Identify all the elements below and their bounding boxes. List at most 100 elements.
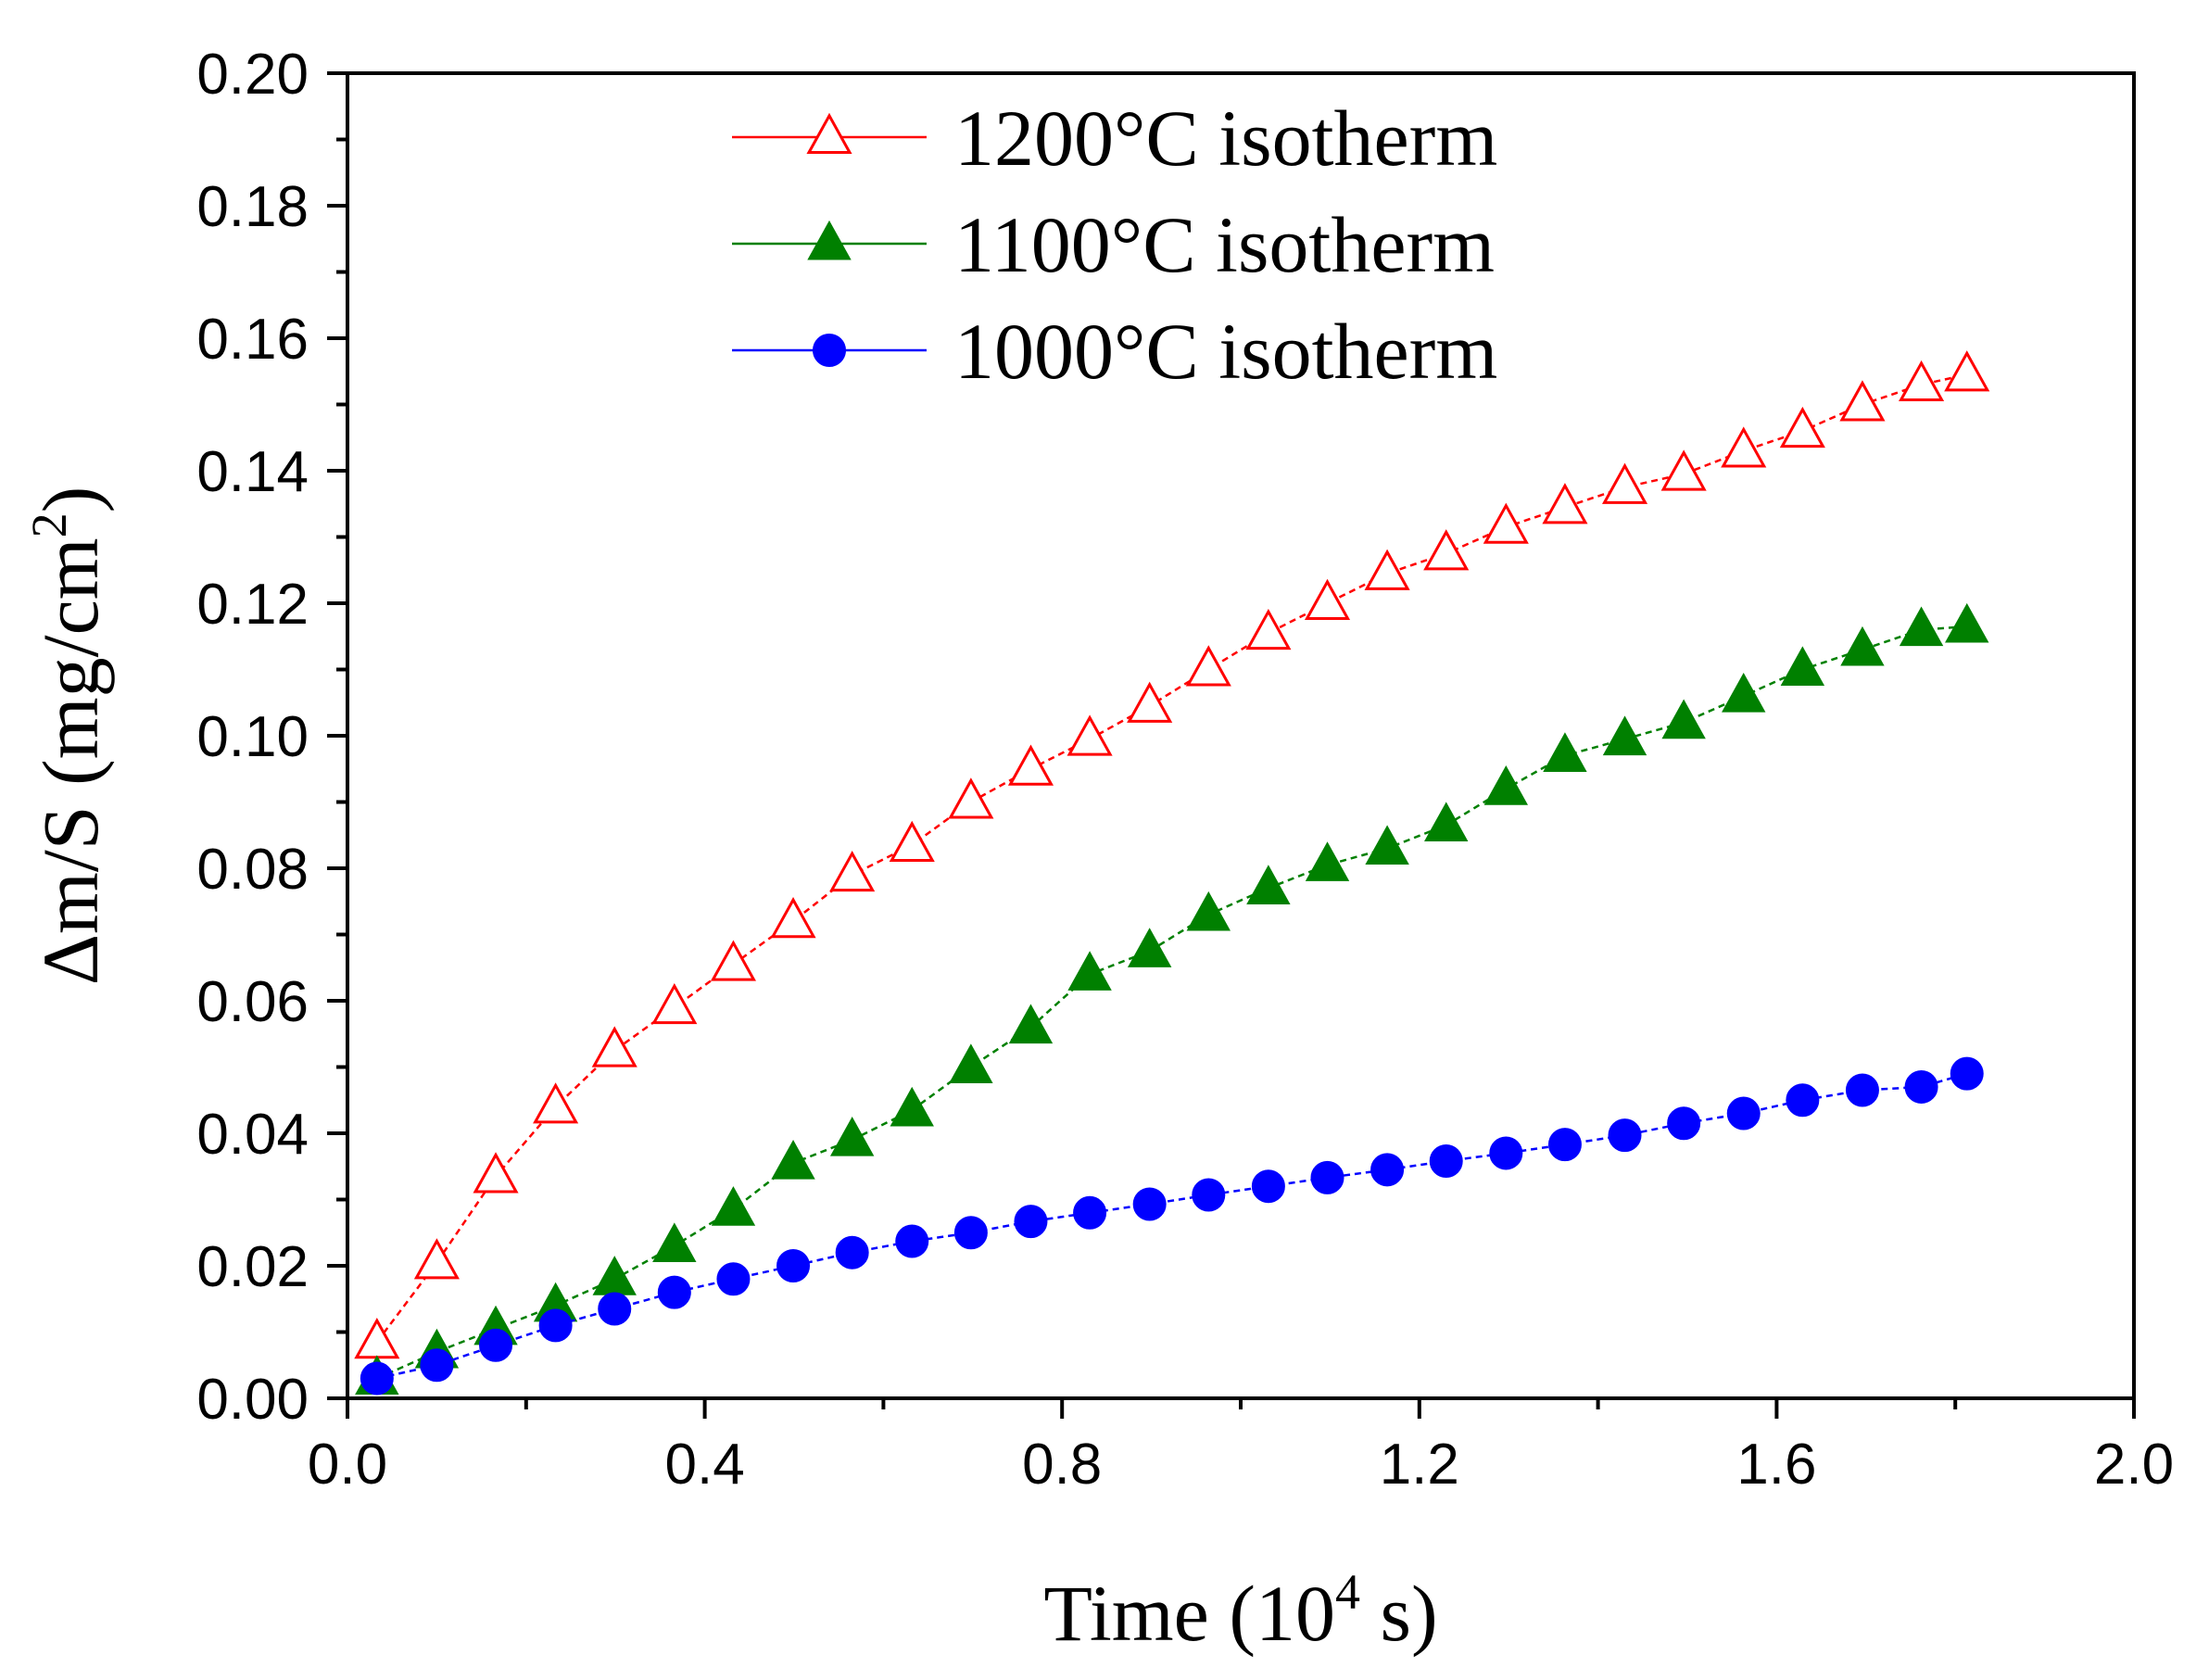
data-point — [1304, 578, 1351, 620]
data-point — [1251, 1169, 1285, 1204]
legend-label: 1200°C isotherm — [954, 94, 1497, 183]
y-tick-label: 0.06 — [196, 970, 309, 1034]
data-point — [1483, 765, 1529, 805]
data-point — [1073, 1195, 1107, 1230]
data-point — [1186, 891, 1231, 931]
legend-entry-2: 1100°C isotherm — [732, 200, 1495, 289]
data-point — [1547, 1128, 1582, 1162]
data-point — [1661, 699, 1706, 739]
data-point — [1840, 625, 1885, 666]
data-point — [592, 1256, 637, 1295]
data-point — [479, 1328, 513, 1362]
data-point — [1185, 645, 1231, 687]
data-point — [1899, 360, 1945, 402]
data-point — [651, 982, 698, 1025]
data-point — [1245, 608, 1292, 651]
y-tick-label: 0.02 — [196, 1235, 309, 1299]
data-point — [1310, 1160, 1344, 1194]
data-point — [890, 1086, 934, 1127]
legend-entry-3: 1000°C isotherm — [732, 307, 1497, 396]
data-point — [1608, 1118, 1642, 1153]
data-point — [538, 1308, 573, 1343]
legend-marker — [813, 334, 846, 367]
legend-marker — [806, 112, 852, 154]
data-point — [1899, 606, 1944, 647]
ticks-layer: 0.0 0.4 0.8 1.2 1.6 2.0 0.00 0.02 0.04 0.06 0.08 0.… — [196, 43, 2174, 1497]
data-point — [591, 1026, 637, 1067]
x-tick-label: 0.4 — [664, 1433, 744, 1497]
data-point — [1950, 1056, 1984, 1091]
data-point — [1067, 951, 1112, 991]
x-tick-label: 2.0 — [2094, 1433, 2174, 1497]
data-point — [533, 1082, 579, 1124]
data-point — [354, 1318, 400, 1359]
data-point — [473, 1152, 519, 1194]
x-axis-title: Time (104 s) — [1043, 1564, 1437, 1658]
data-point — [1246, 865, 1291, 904]
x-tick-label: 0.0 — [308, 1433, 387, 1497]
data-point — [1722, 672, 1766, 713]
legend-entry-1: 1200°C isotherm — [732, 94, 1497, 183]
data-point — [1660, 449, 1707, 491]
y-tick-label: 0.10 — [196, 705, 309, 769]
data-point — [1542, 483, 1588, 524]
y-tick-label: 0.14 — [196, 440, 309, 504]
data-point — [1008, 1004, 1054, 1044]
y-tick-label: 0.20 — [196, 43, 309, 107]
data-point — [1721, 426, 1767, 468]
data-point — [1945, 602, 1989, 643]
y-tick-label: 0.12 — [196, 573, 309, 637]
data-point — [1779, 406, 1825, 448]
data-point — [1726, 1096, 1761, 1131]
data-point — [1483, 502, 1529, 544]
data-point — [710, 940, 756, 981]
data-point — [1370, 1153, 1405, 1187]
data-point — [711, 1186, 756, 1226]
data-point — [1780, 646, 1825, 686]
series-3 — [360, 1056, 1984, 1396]
x-tick-label: 0.8 — [1022, 1433, 1102, 1497]
legend-label: 1100°C isotherm — [954, 200, 1495, 289]
data-point — [413, 1238, 460, 1280]
data-point — [1602, 715, 1647, 756]
y-tick-label: 0.08 — [196, 838, 309, 902]
data-point — [1944, 350, 1990, 392]
data-point — [420, 1348, 454, 1383]
data-point — [1127, 928, 1172, 967]
data-point — [1424, 802, 1469, 842]
data-point — [1489, 1136, 1523, 1170]
y-tick-label: 0.04 — [196, 1103, 309, 1167]
data-point — [1543, 732, 1587, 772]
data-point — [360, 1361, 394, 1396]
data-point — [953, 1216, 988, 1250]
data-point — [1014, 1205, 1048, 1239]
data-point — [598, 1292, 632, 1326]
series-2 — [355, 602, 1989, 1396]
y-tick-label: 0.16 — [196, 308, 309, 372]
data-point — [1429, 1144, 1463, 1179]
legend-label: 1000°C isotherm — [954, 307, 1497, 396]
x-tick-label: 1.2 — [1380, 1433, 1459, 1497]
data-point — [1601, 462, 1648, 504]
data-point — [889, 820, 935, 862]
data-point — [835, 1235, 869, 1269]
data-point — [1786, 1083, 1820, 1118]
data-point — [1127, 681, 1173, 723]
legend-marker — [807, 220, 852, 260]
data-point — [1365, 825, 1409, 865]
y-axis-title: Δm/S (mg/cm2) — [21, 486, 115, 986]
series-line — [375, 373, 1967, 1343]
data-point — [771, 1140, 815, 1180]
data-point — [949, 1043, 993, 1083]
legend: 1200°C isotherm 1100°C isotherm 1000°C iso… — [732, 94, 1497, 396]
data-point — [1423, 529, 1470, 571]
data-point — [1305, 841, 1350, 881]
data-point — [657, 1275, 691, 1309]
data-point — [829, 1116, 875, 1156]
data-point — [948, 777, 994, 819]
y-tick-label: 0.00 — [196, 1368, 309, 1432]
series-line — [376, 625, 1967, 1380]
data-point — [1904, 1069, 1938, 1104]
